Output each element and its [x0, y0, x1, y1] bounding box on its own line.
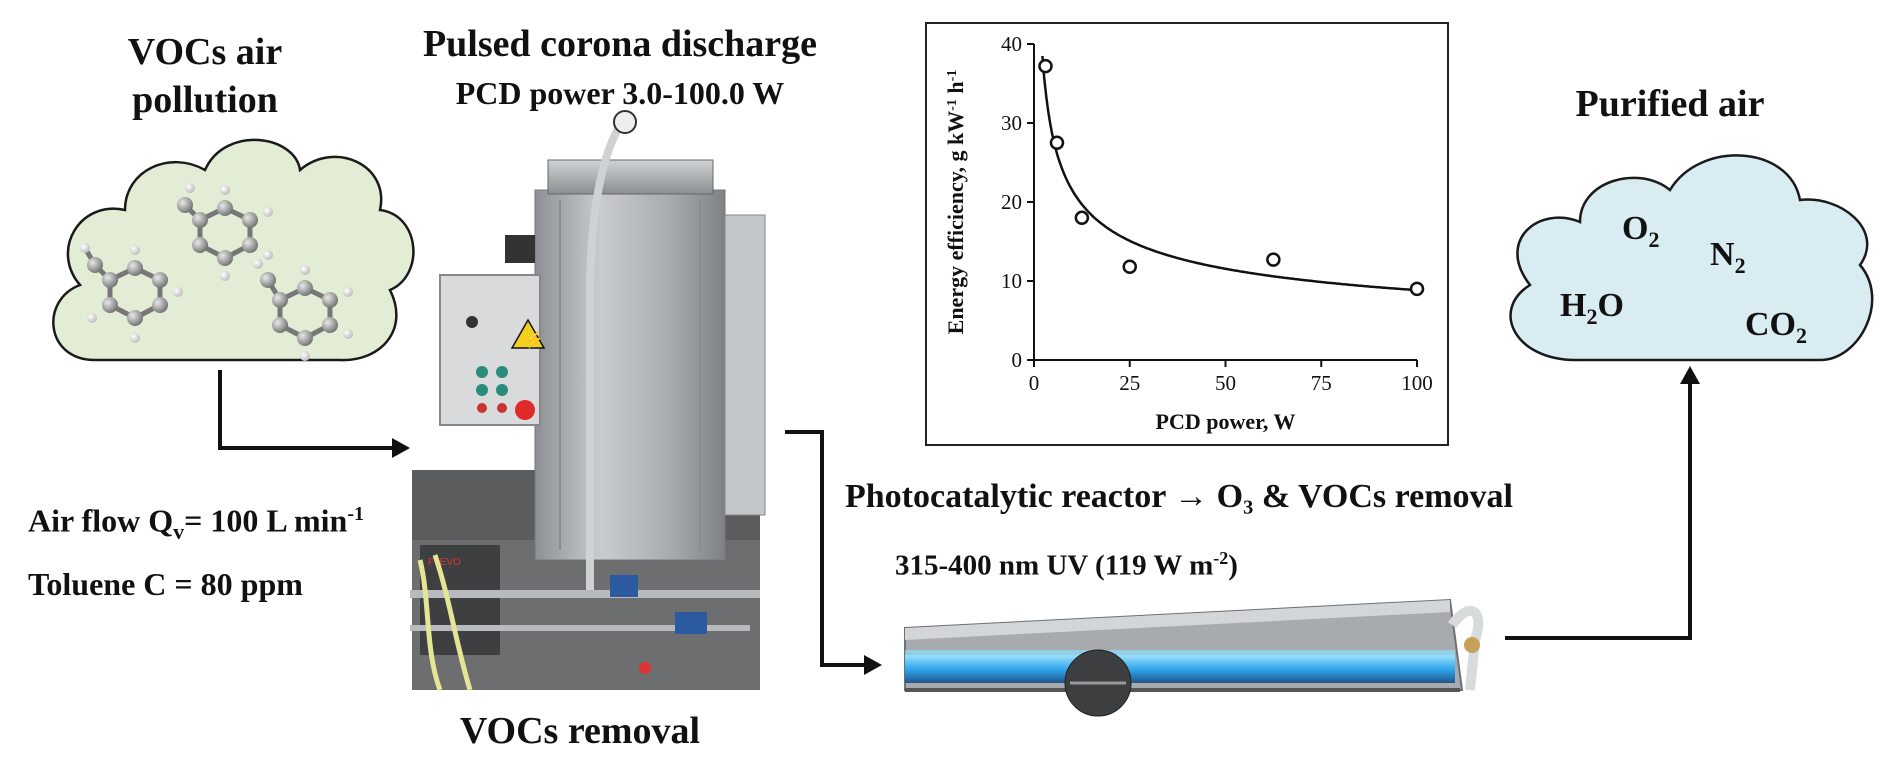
x-tick-label: 0	[1029, 371, 1040, 395]
x-axis-label: PCD power, W	[1156, 409, 1296, 434]
gas-co2-sub: 2	[1796, 322, 1807, 348]
x-tick-label: 25	[1119, 371, 1140, 395]
air-flow-line: Air flow Qv= 100 L min-1	[28, 488, 428, 558]
uv-spec-exponent: -2	[1213, 548, 1229, 568]
toluene-atoms-icon	[80, 183, 353, 361]
toluene-line: Toluene C = 80 ppm	[28, 566, 303, 603]
data-point	[1074, 210, 1090, 226]
arrow-to-photoreactor	[785, 430, 868, 667]
arrow-to-purified	[1505, 380, 1692, 640]
energy-efficiency-chart: 0 10 20 30 40 0 25 50 75 100 PCD power, W Energy ef…	[925, 22, 1449, 446]
pollution-title-line2: pollution	[132, 79, 278, 121]
data-point	[1038, 58, 1053, 74]
purified-cloud	[1509, 154, 1874, 362]
air-flow-value: = 100 L min	[184, 502, 348, 539]
uv-spec-text: 315-400 nm UV (119 W m	[895, 549, 1214, 582]
x-tick-label: 50	[1215, 371, 1236, 395]
pollution-cloud	[52, 138, 415, 362]
gas-h2o-h: H	[1560, 287, 1587, 324]
y-tick-label: 10	[1001, 269, 1022, 293]
pressure-gauge-icon	[613, 110, 637, 134]
air-flow-exponent: -1	[347, 503, 364, 525]
gas-co2-symbol: CO	[1745, 306, 1796, 343]
gas-o2: O2	[1622, 210, 1659, 253]
operating-parameters: Air flow Qv= 100 L min-1 Toluene C = 80 …	[28, 488, 428, 610]
pollution-title-line1: VOCs air	[127, 31, 283, 73]
data-point	[1049, 135, 1065, 150]
photocatalytic-reactor-illustration	[904, 598, 1484, 717]
warning-icon	[510, 318, 546, 349]
y-axis-label: Energy efficiency, g kW-1 h-1	[943, 70, 968, 335]
y-tick-label: 20	[1001, 190, 1022, 214]
svg-text:FLEVO: FLEVO	[428, 557, 461, 568]
gas-h2o-sub: 2	[1586, 303, 1598, 329]
data-point	[1266, 252, 1281, 267]
gas-n2-sub: 2	[1734, 252, 1746, 278]
pcd-reactor-illustration: FLEVO ⚡	[410, 110, 766, 691]
y-tick-label: 0	[1012, 348, 1023, 372]
gas-co2: CO2	[1745, 306, 1807, 349]
gas-n2: N2	[1710, 236, 1746, 279]
trend-line	[1041, 55, 1416, 292]
gas-h2o-o: O	[1597, 287, 1624, 324]
chart-svg: 0 10 20 30 40 0 25 50 75 100 PCD power, W Energy ef…	[943, 32, 1433, 434]
pollution-title: VOCs air pollution	[80, 28, 330, 124]
photoreactor-title: Photocatalytic reactor → O₃ & VOCs remov…	[845, 478, 1513, 515]
x-tick-label: 100	[1401, 371, 1433, 395]
pcd-power-range: PCD power 3.0-100.0 W	[455, 75, 785, 111]
uv-spec-close: )	[1228, 549, 1238, 582]
pcd-title: Pulsed corona discharge	[422, 23, 818, 65]
purified-title: Purified air	[1575, 83, 1765, 125]
air-flow-subscript: v	[173, 519, 185, 545]
x-tick-label: 75	[1311, 371, 1332, 395]
data-point	[1122, 259, 1137, 275]
gas-h2o: H2O	[1560, 287, 1624, 330]
gas-o2-symbol: O	[1622, 210, 1649, 247]
stop-button-icon	[515, 400, 535, 420]
svg-text:⚡: ⚡	[524, 330, 544, 349]
arrow-to-pcd	[218, 370, 398, 450]
arrowhead-icon	[864, 655, 882, 675]
y-tick-label: 40	[1001, 32, 1022, 56]
data-point	[1409, 281, 1425, 297]
arrowhead-icon	[392, 438, 410, 458]
gas-n2-symbol: N	[1710, 236, 1735, 273]
arrowhead-icon	[1680, 366, 1700, 384]
gas-o2-sub: 2	[1648, 226, 1660, 252]
air-flow-label: Air flow Q	[28, 502, 174, 539]
vocs-removal-caption: VOCs removal	[459, 710, 701, 752]
uv-spec: 315-400 nm UV (119 W m-2)	[895, 548, 1455, 583]
y-tick-label: 30	[1001, 111, 1022, 135]
